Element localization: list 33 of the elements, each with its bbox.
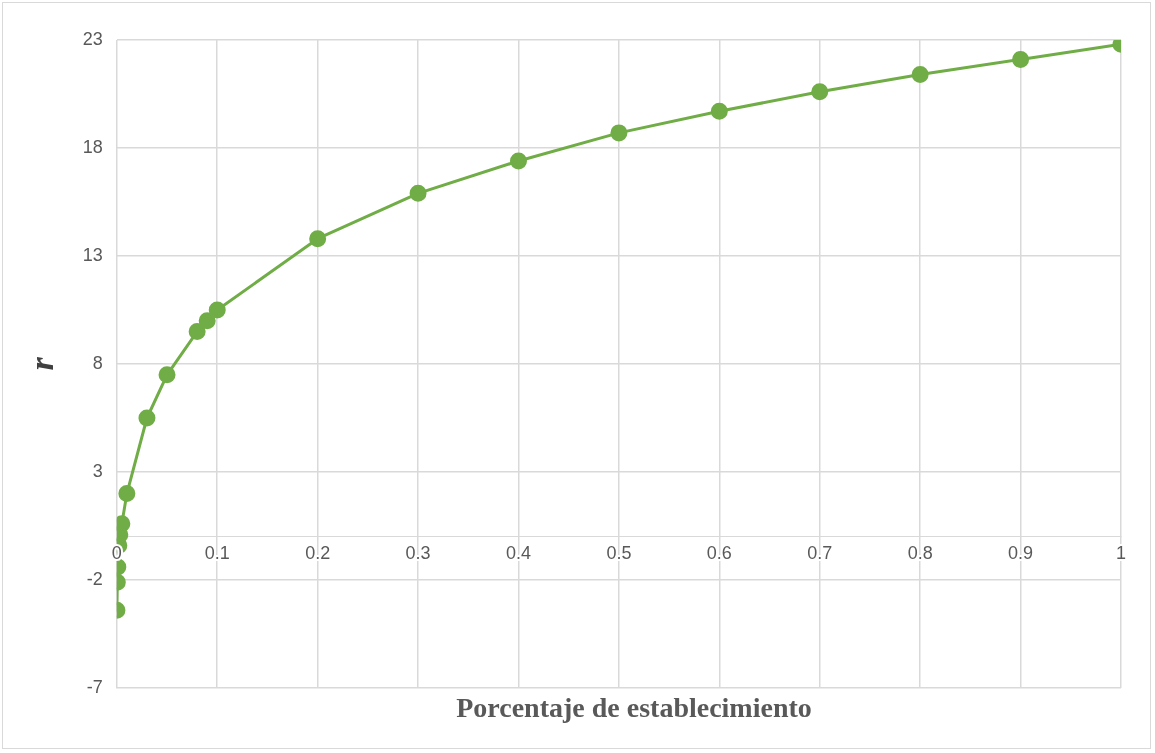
x-tick-label: 0.8	[907, 542, 933, 563]
point	[208, 301, 226, 319]
y-tick-label: 3	[92, 460, 103, 481]
x-tick-label: 0.2	[305, 542, 331, 563]
point	[610, 124, 628, 142]
point	[1012, 50, 1030, 68]
x-tick-label: 0.9	[1008, 542, 1034, 563]
point	[188, 323, 206, 341]
point	[409, 184, 427, 202]
point	[158, 366, 176, 384]
x-tick-label: 0.1	[204, 542, 230, 563]
y-tick-label: -2	[86, 568, 103, 589]
y-tick-label: 18	[82, 136, 103, 157]
x-tick-label: 0.4	[505, 542, 532, 563]
x-tick-label: 0.3	[405, 542, 431, 563]
y-tick-label: 23	[82, 28, 103, 49]
x-tick-label: 0.5	[606, 542, 632, 563]
point	[198, 312, 216, 330]
x-axis-title: Porcentaje de establecimiento	[455, 692, 813, 724]
y-tick-label: 13	[82, 244, 103, 265]
y-axis-title: r	[23, 356, 61, 371]
point	[118, 485, 136, 503]
point	[309, 230, 327, 248]
y-tick-label: 8	[92, 352, 103, 373]
x-tick-label: 1	[1115, 542, 1127, 563]
x-tick-label: 0.6	[706, 542, 732, 563]
point	[138, 409, 156, 427]
point	[911, 66, 929, 84]
y-tick-label: -7	[86, 676, 103, 697]
x-tick-label: 0.7	[807, 542, 833, 563]
point	[509, 152, 527, 170]
point	[710, 102, 728, 120]
point	[811, 83, 829, 101]
